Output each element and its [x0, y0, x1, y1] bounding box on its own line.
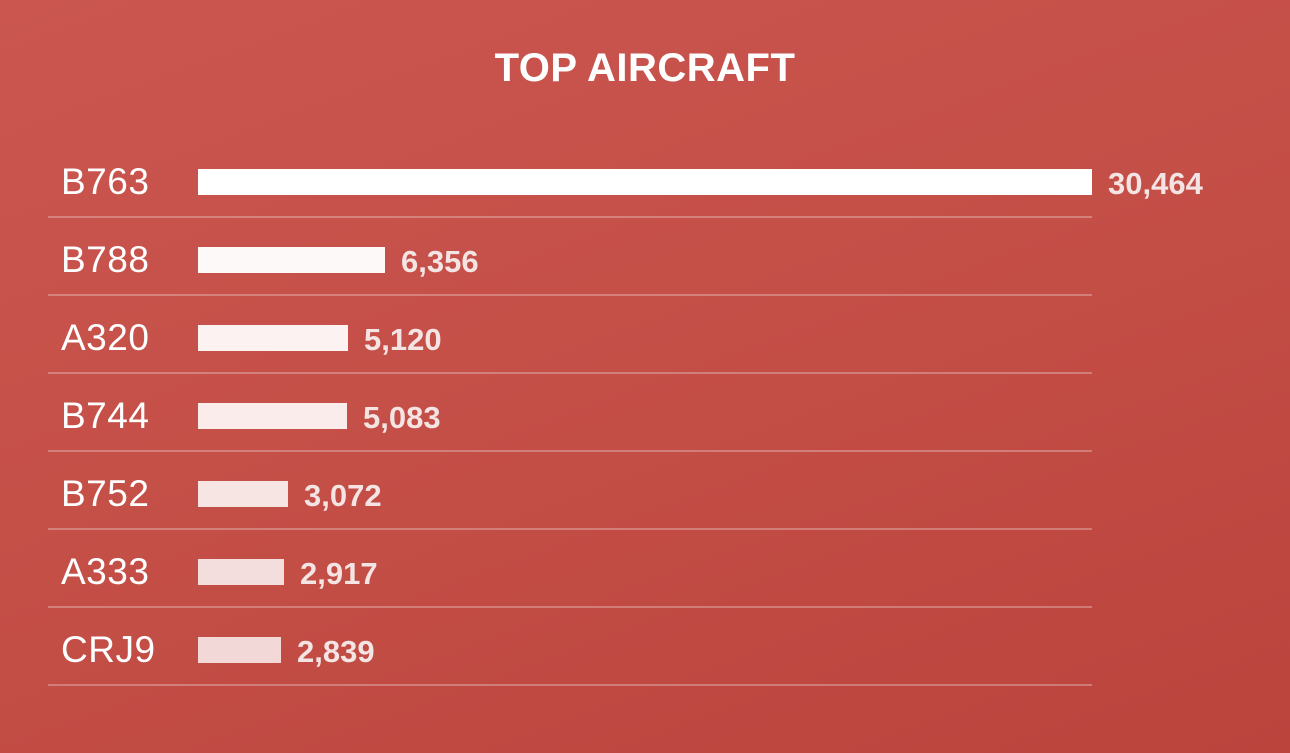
row-divider — [48, 372, 1092, 374]
bar — [198, 247, 385, 273]
category-label: B744 — [61, 395, 150, 436]
value-label: 2,917 — [300, 556, 378, 591]
bar — [198, 559, 284, 585]
chart-title: TOP AIRCRAFT — [494, 46, 796, 90]
bar-row: A333 2,917 — [48, 530, 1092, 608]
category-label: B763 — [61, 161, 150, 202]
value-label: 5,120 — [364, 322, 442, 357]
category-label: A333 — [61, 551, 150, 592]
row-divider — [48, 684, 1092, 686]
bar-row: B744 5,083 — [48, 374, 1092, 452]
value-label: 6,356 — [401, 244, 479, 279]
bar-row: B763 30,464 — [48, 140, 1203, 218]
value-label: 5,083 — [363, 400, 441, 435]
category-label: B752 — [61, 473, 150, 514]
category-label: B788 — [61, 239, 150, 280]
bar — [198, 403, 347, 429]
row-divider — [48, 606, 1092, 608]
bar — [198, 481, 288, 507]
category-label: A320 — [61, 317, 150, 358]
value-label: 3,072 — [304, 478, 382, 513]
bar-row: A320 5,120 — [48, 296, 1092, 374]
row-divider — [48, 216, 1092, 218]
bar-row: CRJ9 2,839 — [48, 608, 1092, 686]
bar-row: B788 6,356 — [48, 218, 1092, 296]
bar — [198, 325, 348, 351]
value-label: 2,839 — [297, 634, 375, 669]
bar — [198, 169, 1092, 195]
category-label: CRJ9 — [61, 629, 156, 670]
bar-row: B752 3,072 — [48, 452, 1092, 530]
value-label: 30,464 — [1108, 166, 1203, 201]
row-divider — [48, 528, 1092, 530]
bar — [198, 637, 281, 663]
row-divider — [48, 450, 1092, 452]
row-divider — [48, 294, 1092, 296]
